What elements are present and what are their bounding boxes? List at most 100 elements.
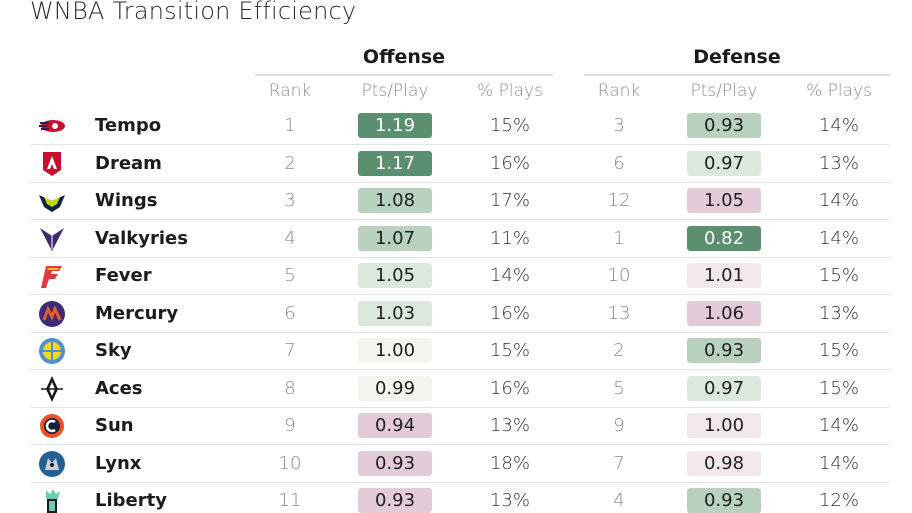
offense-rank-cell: 3 bbox=[284, 190, 296, 211]
offense-rank-cell: 2 bbox=[284, 152, 296, 174]
defense-pts-per-play-cell: 0.97 bbox=[687, 150, 761, 176]
defense-pts-per-play-cell: 1.05 bbox=[687, 188, 761, 213]
defense-pts-header: Pts/Play bbox=[690, 81, 758, 101]
offense-plays-pct-cell: 11% bbox=[489, 227, 530, 249]
table-row: Fever 5 1.05 14% 10 1.01 15% bbox=[30, 257, 890, 295]
team-name: Lynx bbox=[95, 452, 142, 474]
aces-logo bbox=[38, 375, 66, 403]
table-row: Dream 2 1.17 16% 6 0.97 13% bbox=[30, 145, 890, 183]
defense-pts-per-play-cell: 0.93 bbox=[687, 113, 761, 138]
team-name: Tempo bbox=[95, 115, 162, 136]
offense-pts-per-play-cell: 1.08 bbox=[358, 188, 432, 213]
lynx-logo bbox=[38, 450, 66, 478]
offense-rank-cell: 10 bbox=[278, 452, 302, 474]
defense-rank-cell: 6 bbox=[613, 152, 625, 174]
offense-plays-pct-cell: 13% bbox=[489, 415, 530, 436]
sun-logo bbox=[38, 412, 66, 440]
defense-plays-pct-cell: 13% bbox=[818, 302, 859, 324]
offense-rank-header: Rank bbox=[268, 81, 312, 101]
offense-plays-pct-cell: 18% bbox=[489, 452, 530, 474]
table-row: Aces 8 0.99 16% 5 0.97 15% bbox=[30, 370, 890, 408]
table-row: Sky 7 1.00 15% 2 0.93 15% bbox=[30, 332, 890, 370]
offense-plays-pct-cell: 17% bbox=[489, 190, 530, 211]
offense-plays-header: % Plays bbox=[477, 81, 543, 101]
defense-plays-pct-cell: 12% bbox=[818, 490, 859, 511]
defense-rank-cell: 3 bbox=[613, 115, 625, 136]
offense-pts-header: Pts/Play bbox=[361, 81, 429, 101]
team-name: Dream bbox=[95, 152, 162, 174]
offense-rank-cell: 11 bbox=[278, 490, 302, 511]
defense-rank-cell: 9 bbox=[613, 415, 625, 436]
defense-rank-cell: 7 bbox=[613, 452, 625, 474]
defense-plays-pct-cell: 15% bbox=[818, 377, 859, 399]
offense-pts-per-play-cell: 1.00 bbox=[358, 338, 432, 363]
offense-pts-per-play-cell: 1.17 bbox=[358, 150, 432, 176]
defense-pts-per-play-cell: 0.98 bbox=[687, 450, 761, 476]
defense-pts-per-play-cell: 0.82 bbox=[687, 225, 761, 251]
offense-rank-cell: 1 bbox=[284, 115, 296, 136]
team-name: Sun bbox=[95, 415, 134, 436]
defense-pts-per-play-cell: 0.93 bbox=[687, 488, 761, 513]
team-name: Aces bbox=[95, 377, 143, 399]
offense-plays-pct-cell: 16% bbox=[489, 377, 530, 399]
offense-group-divider bbox=[255, 74, 553, 76]
offense-rank-cell: 8 bbox=[284, 377, 296, 399]
offense-pts-per-play-cell: 0.99 bbox=[358, 375, 432, 401]
dream-logo bbox=[38, 150, 66, 178]
offense-pts-per-play-cell: 1.03 bbox=[358, 300, 432, 326]
offense-plays-pct-cell: 13% bbox=[489, 490, 530, 511]
fever-logo bbox=[38, 262, 66, 290]
defense-pts-per-play-cell: 1.06 bbox=[687, 300, 761, 326]
offense-pts-per-play-cell: 1.07 bbox=[358, 225, 432, 251]
defense-plays-pct-cell: 14% bbox=[818, 452, 859, 474]
chart-title: WNBA Transition Efficiency bbox=[30, 0, 357, 25]
team-name: Fever bbox=[95, 265, 152, 286]
offense-pts-per-play-cell: 0.94 bbox=[358, 413, 432, 438]
table-row: Valkyries 4 1.07 11% 1 0.82 14% bbox=[30, 220, 890, 258]
defense-rank-cell: 12 bbox=[607, 190, 631, 211]
offense-rank-cell: 7 bbox=[284, 340, 296, 361]
defense-rank-header: Rank bbox=[597, 81, 641, 101]
table-row: Tempo 1 1.19 15% 3 0.93 14% bbox=[30, 107, 890, 145]
defense-rank-cell: 4 bbox=[613, 490, 625, 511]
liberty-logo bbox=[38, 487, 66, 513]
team-name: Wings bbox=[95, 190, 158, 211]
defense-plays-pct-cell: 14% bbox=[818, 115, 859, 136]
defense-pts-per-play-cell: 1.01 bbox=[687, 263, 761, 288]
defense-plays-pct-cell: 15% bbox=[818, 340, 859, 361]
team-name: Mercury bbox=[95, 302, 179, 324]
defense-rank-cell: 13 bbox=[607, 302, 631, 324]
team-name: Liberty bbox=[95, 490, 167, 511]
defense-rank-cell: 2 bbox=[613, 340, 625, 361]
defense-group-header: Defense bbox=[693, 46, 781, 68]
defense-rank-cell: 10 bbox=[607, 265, 631, 286]
team-name: Valkyries bbox=[95, 227, 188, 249]
team-name: Sky bbox=[95, 340, 132, 361]
offense-rank-cell: 5 bbox=[284, 265, 296, 286]
offense-pts-per-play-cell: 1.05 bbox=[358, 263, 432, 288]
table-row: Mercury 6 1.03 16% 13 1.06 13% bbox=[30, 295, 890, 333]
offense-rank-cell: 6 bbox=[284, 302, 296, 324]
offense-plays-pct-cell: 15% bbox=[489, 115, 530, 136]
sky-logo bbox=[38, 337, 66, 365]
defense-group-divider bbox=[584, 74, 890, 76]
defense-rank-cell: 1 bbox=[613, 227, 625, 249]
wings-logo bbox=[38, 187, 66, 215]
defense-plays-header: % Plays bbox=[806, 81, 872, 101]
defense-pts-per-play-cell: 0.97 bbox=[687, 375, 761, 401]
defense-plays-pct-cell: 14% bbox=[818, 190, 859, 211]
offense-rank-cell: 9 bbox=[284, 415, 296, 436]
defense-plays-pct-cell: 14% bbox=[818, 227, 859, 249]
offense-rank-cell: 4 bbox=[284, 227, 296, 249]
defense-plays-pct-cell: 15% bbox=[818, 265, 859, 286]
table-row: Liberty 11 0.93 13% 4 0.93 12% bbox=[30, 482, 890, 513]
table-row: Sun 9 0.94 13% 9 1.00 14% bbox=[30, 407, 890, 445]
defense-plays-pct-cell: 14% bbox=[818, 415, 859, 436]
offense-pts-per-play-cell: 1.19 bbox=[358, 113, 432, 138]
defense-pts-per-play-cell: 0.93 bbox=[687, 338, 761, 363]
defense-pts-per-play-cell: 1.00 bbox=[687, 413, 761, 438]
tempo-logo bbox=[38, 112, 66, 140]
defense-plays-pct-cell: 13% bbox=[818, 152, 859, 174]
defense-rank-cell: 5 bbox=[613, 377, 625, 399]
offense-plays-pct-cell: 15% bbox=[489, 340, 530, 361]
